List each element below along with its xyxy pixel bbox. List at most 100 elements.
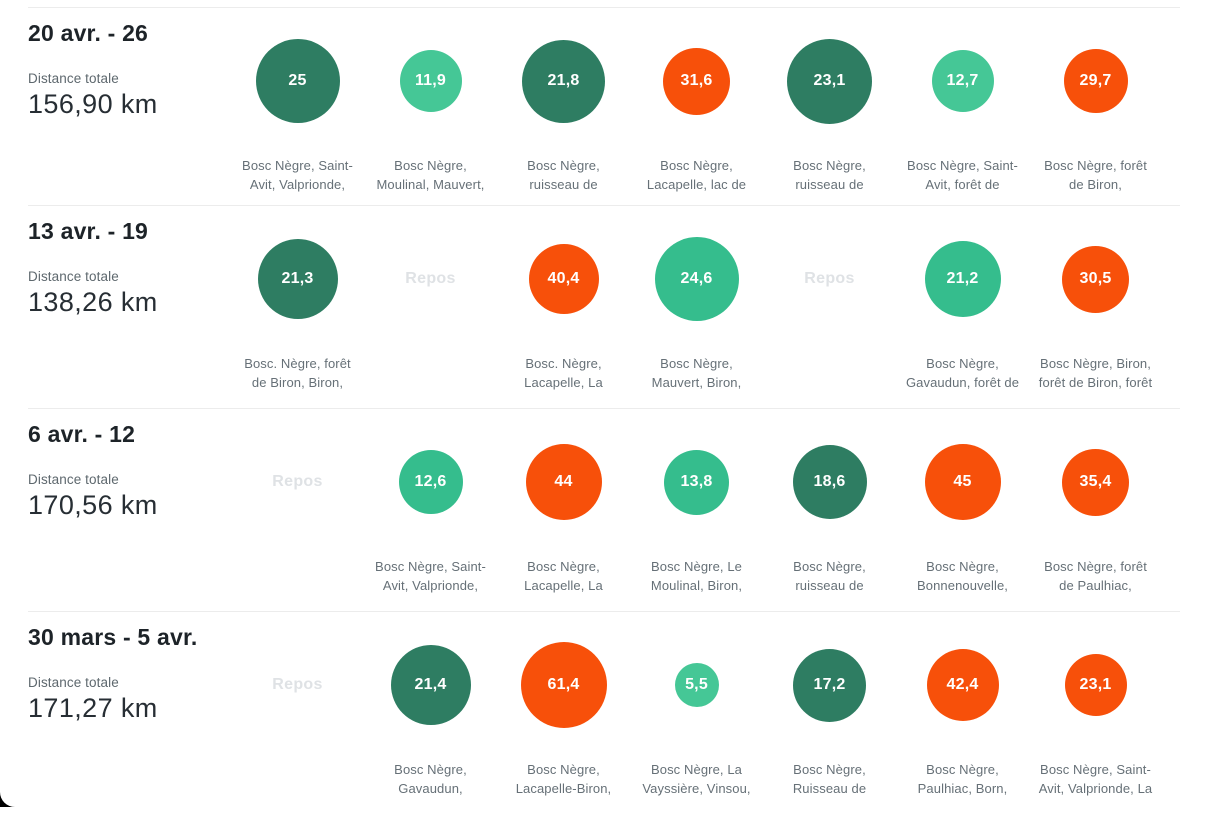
activity-distance: 5,5 [685, 676, 708, 693]
activity-distance: 21,3 [281, 270, 314, 287]
day-cell: Repos [231, 408, 364, 611]
distance-total-label: Distance totale [28, 71, 119, 86]
day-bubble-area: 17,2 [763, 611, 896, 759]
day-cell: Repos [231, 611, 364, 814]
day-bubble-area: Repos [231, 408, 364, 556]
day-bubble-area: Repos [231, 611, 364, 759]
activity-locations: Bosc Nègre, forêt de Biron, [1044, 158, 1147, 192]
day-cell: 29,7 Bosc Nègre, forêt de Biron, [1029, 7, 1162, 205]
week-title: 20 avr. - 26 [28, 20, 149, 46]
activity-bubble[interactable]: 21,3 [257, 239, 338, 319]
day-cell: 18,6 Bosc Nègre, ruisseau de [763, 408, 896, 611]
activity-bubble[interactable]: 23,1 [787, 38, 872, 124]
rest-label: Repos [272, 676, 323, 693]
week-summary: 20 avr. - 26 Distance totale 156,90 km [0, 7, 231, 205]
activity-distance: 21,4 [414, 676, 447, 693]
day-bubble-area: 31,6 [630, 7, 763, 155]
week-title: 13 avr. - 19 [28, 218, 149, 244]
day-bubble-area: 42,4 [896, 611, 1029, 759]
activity-bubble[interactable]: 11,9 [399, 50, 462, 112]
activity-locations: Bosc Nègre, Lacapelle, lac de [646, 158, 747, 192]
day-cell: 12,7 Bosc Nègre, Saint- Avit, forêt de [896, 7, 1029, 205]
week-row: 20 avr. - 26 Distance totale 156,90 km 25 Bo… [0, 7, 1205, 205]
activity-distance: 13,8 [680, 473, 713, 490]
activity-distance: 12,6 [414, 473, 447, 490]
day-bubble-area: 23,1 [1029, 611, 1162, 759]
distance-total-value: 138,26 km [28, 287, 158, 317]
activity-distance: 21,2 [946, 270, 979, 287]
day-bubble-area: Repos [364, 205, 497, 353]
activity-locations: Bosc. Nègre, Lacapelle, La [524, 356, 603, 390]
activity-distance: 45 [953, 473, 972, 490]
activity-distance: 11,9 [414, 72, 447, 89]
day-bubble-area: 13,8 [630, 408, 763, 556]
activity-distance: 42,4 [946, 676, 979, 693]
day-bubble-area: 12,6 [364, 408, 497, 556]
activity-bubble[interactable]: 12,7 [931, 50, 994, 112]
week-title: 6 avr. - 12 [28, 421, 136, 447]
week-row: 30 mars - 5 avr. Distance totale 171,27 km… [0, 611, 1205, 814]
activity-bubble[interactable]: 44 [525, 444, 602, 520]
activity-locations: Bosc Nègre, Ruisseau de [792, 762, 867, 796]
week-row: 13 avr. - 19 Distance totale 138,26 km 21,3… [0, 205, 1205, 408]
week-row: 6 avr. - 12 Distance totale 170,56 km Repos… [0, 408, 1205, 611]
distance-total-value: 171,27 km [28, 693, 158, 723]
activity-locations: Bosc Nègre, Saint- Avit, forêt de [907, 158, 1018, 192]
week-summary: 13 avr. - 19 Distance totale 138,26 km [0, 205, 231, 408]
activity-bubble[interactable]: 17,2 [793, 648, 866, 722]
activity-bubble[interactable]: 21,8 [522, 39, 605, 123]
activity-distance: 23,1 [1079, 676, 1112, 693]
activity-distance: 12,7 [946, 72, 979, 89]
activity-bubble[interactable]: 40,4 [528, 244, 599, 314]
day-cell: 21,8 Bosc Nègre, ruisseau de [497, 7, 630, 205]
activity-bubble[interactable]: 18,6 [792, 445, 867, 519]
day-cell: 12,6 Bosc Nègre, Saint- Avit, Valprionde, [364, 408, 497, 611]
day-cell: 42,4 Bosc Nègre, Paulhiac, Born, [896, 611, 1029, 814]
activity-bubble[interactable]: 23,1 [1064, 654, 1127, 716]
day-cell: 44 Bosc Nègre, Lacapelle, La [497, 408, 630, 611]
day-bubble-area: 40,4 [497, 205, 630, 353]
activity-bubble[interactable]: 42,4 [926, 649, 999, 721]
day-cell: 21,4 Bosc Nègre, Gavaudun, [364, 611, 497, 814]
activity-bubble[interactable]: 13,8 [664, 449, 729, 515]
distance-total-value: 156,90 km [28, 89, 158, 119]
activity-bubble[interactable]: 45 [924, 444, 1001, 520]
day-bubble-area: 12,7 [896, 7, 1029, 155]
activity-locations: Bosc Nègre, Le Moulinal, Biron, [650, 559, 743, 593]
activity-locations: Bosc Nègre, Saint- Avit, Valprionde, [242, 158, 353, 192]
activity-locations: Bosc Nègre, Moulinal, Mauvert, [376, 158, 485, 192]
week-rows: 20 avr. - 26 Distance totale 156,90 km 25 Bo… [0, 7, 1205, 814]
activity-bubble[interactable]: 61,4 [520, 642, 607, 728]
activity-distance: 23,1 [813, 72, 846, 89]
activity-bubble[interactable]: 35,4 [1062, 448, 1129, 516]
activity-distance: 24,6 [680, 270, 713, 287]
activity-bubble[interactable]: 12,6 [398, 450, 463, 514]
day-bubble-area: Repos [763, 205, 896, 353]
day-cell: Repos [364, 205, 497, 408]
rest-label: Repos [272, 473, 323, 490]
day-cell: 23,1 Bosc Nègre, ruisseau de [763, 7, 896, 205]
activity-distance: 30,5 [1079, 270, 1112, 287]
activity-bubble[interactable]: 21,2 [924, 241, 1001, 317]
activity-bubble[interactable]: 30,5 [1062, 245, 1129, 313]
activity-bubble[interactable]: 24,6 [654, 237, 739, 321]
activity-locations: Bosc Nègre, ruisseau de [527, 158, 600, 192]
activity-locations: Bosc Nègre, Biron, forêt de Biron, forêt [1038, 356, 1153, 390]
day-bubble-area: 21,4 [364, 611, 497, 759]
activity-distance: 35,4 [1079, 473, 1112, 490]
distance-total-label: Distance totale [28, 269, 119, 284]
activity-locations: Bosc Nègre, Paulhiac, Born, [917, 762, 1008, 796]
activity-locations: Bosc Nègre, forêt de Paulhiac, [1044, 559, 1147, 593]
activity-bubble[interactable]: 31,6 [663, 47, 730, 115]
activity-bubble[interactable]: 25 [255, 39, 340, 123]
day-bubble-area: 23,1 [763, 7, 896, 155]
activity-locations: Bosc Nègre, Lacapelle-Biron, [515, 762, 612, 796]
activity-distance: 40,4 [547, 270, 580, 287]
activity-locations: Bosc Nègre, Bonnenouvelle, [916, 559, 1009, 593]
activity-bubble[interactable]: 29,7 [1063, 49, 1128, 113]
week-days: 25 Bosc Nègre, Saint- Avit, Valprionde, 11… [231, 7, 1162, 205]
activity-distance: 21,8 [547, 72, 580, 89]
activity-bubble[interactable]: 5,5 [674, 663, 719, 707]
day-bubble-area: 29,7 [1029, 7, 1162, 155]
activity-bubble[interactable]: 21,4 [390, 645, 471, 725]
